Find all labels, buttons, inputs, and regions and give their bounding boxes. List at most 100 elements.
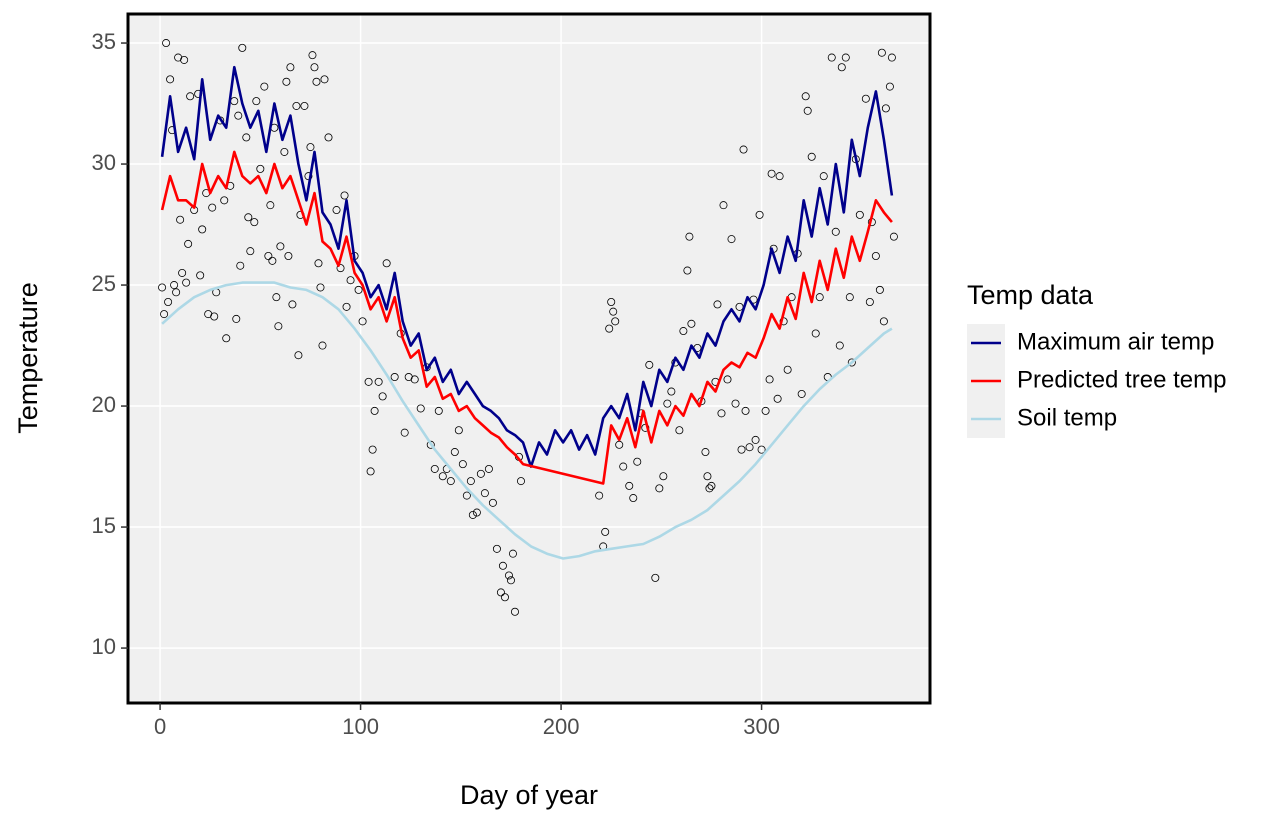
- data-point: [767, 169, 776, 178]
- series-line: [160, 150, 893, 485]
- data-point: [166, 75, 175, 84]
- data-point: [751, 435, 760, 444]
- data-point: [801, 92, 810, 101]
- data-point: [238, 43, 247, 52]
- data-point: [739, 145, 748, 154]
- data-point: [679, 327, 688, 336]
- axes: 10 15 20 25 30 35 0 100 200 300: [92, 29, 780, 739]
- data-point: [454, 426, 463, 435]
- legend-label: Predicted tree temp: [1017, 366, 1226, 393]
- data-point: [390, 373, 399, 382]
- data-point: [889, 232, 898, 241]
- data-point: [324, 133, 333, 142]
- data-point: [629, 494, 638, 503]
- data-point: [835, 341, 844, 350]
- data-point: [196, 271, 205, 280]
- data-point: [815, 293, 824, 302]
- data-point: [250, 218, 259, 227]
- data-point: [172, 288, 181, 297]
- data-point: [182, 278, 191, 287]
- legend-title: Temp data: [967, 280, 1094, 310]
- data-point: [861, 94, 870, 103]
- data-point: [366, 467, 375, 476]
- data-point: [220, 196, 229, 205]
- data-point: [871, 252, 880, 261]
- data-point: [266, 201, 275, 210]
- data-point: [705, 484, 714, 493]
- data-point: [222, 334, 231, 343]
- y-tick-label: 20: [92, 392, 116, 417]
- data-point: [318, 341, 327, 350]
- data-point: [176, 215, 185, 224]
- data-point: [374, 377, 383, 386]
- data-point: [178, 268, 187, 277]
- x-tick-label: 100: [342, 714, 379, 739]
- data-point: [723, 375, 732, 384]
- data-point: [410, 375, 419, 384]
- data-point: [466, 477, 475, 486]
- data-point: [358, 317, 367, 326]
- data-point: [162, 39, 171, 48]
- x-tick-label: 200: [543, 714, 580, 739]
- data-point: [659, 472, 668, 481]
- data-point: [807, 152, 816, 161]
- data-point: [288, 300, 297, 309]
- data-point: [683, 266, 692, 275]
- data-point: [234, 111, 243, 120]
- data-point: [364, 377, 373, 386]
- x-tick-label: 300: [743, 714, 780, 739]
- data-point: [416, 404, 425, 413]
- data-point: [268, 256, 277, 265]
- data-point: [837, 63, 846, 72]
- data-point: [847, 358, 856, 367]
- data-point: [719, 201, 728, 210]
- data-point: [294, 351, 303, 360]
- data-point: [687, 319, 696, 328]
- data-point: [887, 53, 896, 62]
- data-point: [462, 491, 471, 500]
- data-point: [773, 394, 782, 403]
- data-point: [340, 191, 349, 200]
- data-point: [865, 297, 874, 306]
- x-tick-label: 0: [154, 714, 166, 739]
- y-axis-title: Temperature: [13, 282, 43, 434]
- data-point: [803, 106, 812, 115]
- data-point: [320, 75, 329, 84]
- data-point: [510, 607, 519, 616]
- data-point: [488, 498, 497, 507]
- data-point: [280, 147, 289, 156]
- data-point: [476, 469, 485, 478]
- data-point: [308, 51, 317, 60]
- data-point: [775, 172, 784, 181]
- data-point: [286, 63, 295, 72]
- y-tick-label: 10: [92, 634, 116, 659]
- series-line: [161, 281, 893, 560]
- data-point: [717, 409, 726, 418]
- data-point: [252, 97, 261, 106]
- data-point: [260, 82, 269, 91]
- data-point: [484, 464, 493, 473]
- data-point: [378, 392, 387, 401]
- x-axis-title: Day of year: [460, 780, 598, 810]
- data-point: [312, 77, 321, 86]
- data-point: [242, 133, 251, 142]
- data-point: [368, 445, 377, 454]
- data-point: [198, 225, 207, 234]
- data-point: [382, 259, 391, 268]
- data-point: [765, 375, 774, 384]
- data-point: [609, 307, 618, 316]
- y-tick-label: 30: [92, 150, 116, 175]
- data-point: [468, 510, 477, 519]
- y-tick-label: 25: [92, 271, 116, 296]
- data-point: [276, 242, 285, 251]
- panel-background: [128, 14, 930, 703]
- data-point: [607, 297, 616, 306]
- data-point: [633, 457, 642, 466]
- data-point: [336, 264, 345, 273]
- data-point: [881, 104, 890, 113]
- data-point: [284, 252, 293, 261]
- data-point: [504, 571, 513, 580]
- data-point: [611, 317, 620, 326]
